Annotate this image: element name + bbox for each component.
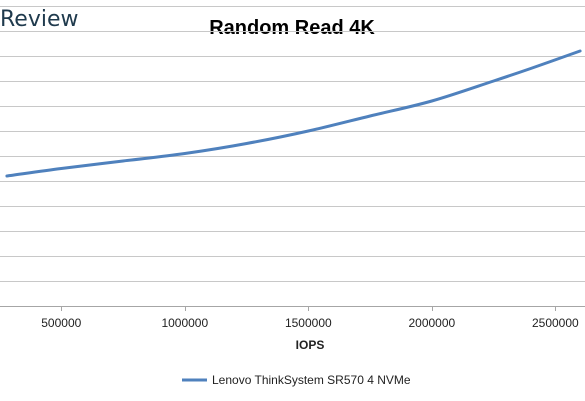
x-tick-label: 2500000 — [532, 316, 579, 330]
plot-area — [5, 49, 582, 178]
legend-label: Lenovo ThinkSystem SR570 4 NVMe — [212, 373, 411, 387]
legend: Lenovo ThinkSystem SR570 4 NVMe — [182, 373, 411, 387]
x-tick-label: 2000000 — [408, 316, 455, 330]
x-tick-label: 500000 — [41, 316, 81, 330]
series-line — [5, 49, 582, 178]
x-axis-ticks: 500000 1000000 1500000 2000000 2500000 — [41, 306, 579, 330]
x-tick-label: 1500000 — [285, 316, 332, 330]
x-tick-label: 1000000 — [161, 316, 208, 330]
gridlines — [0, 6, 585, 307]
brand-logo-text: Review — [0, 7, 79, 32]
x-axis-title: IOPS — [296, 338, 325, 352]
chart-title: Random Read 4K — [209, 17, 375, 39]
